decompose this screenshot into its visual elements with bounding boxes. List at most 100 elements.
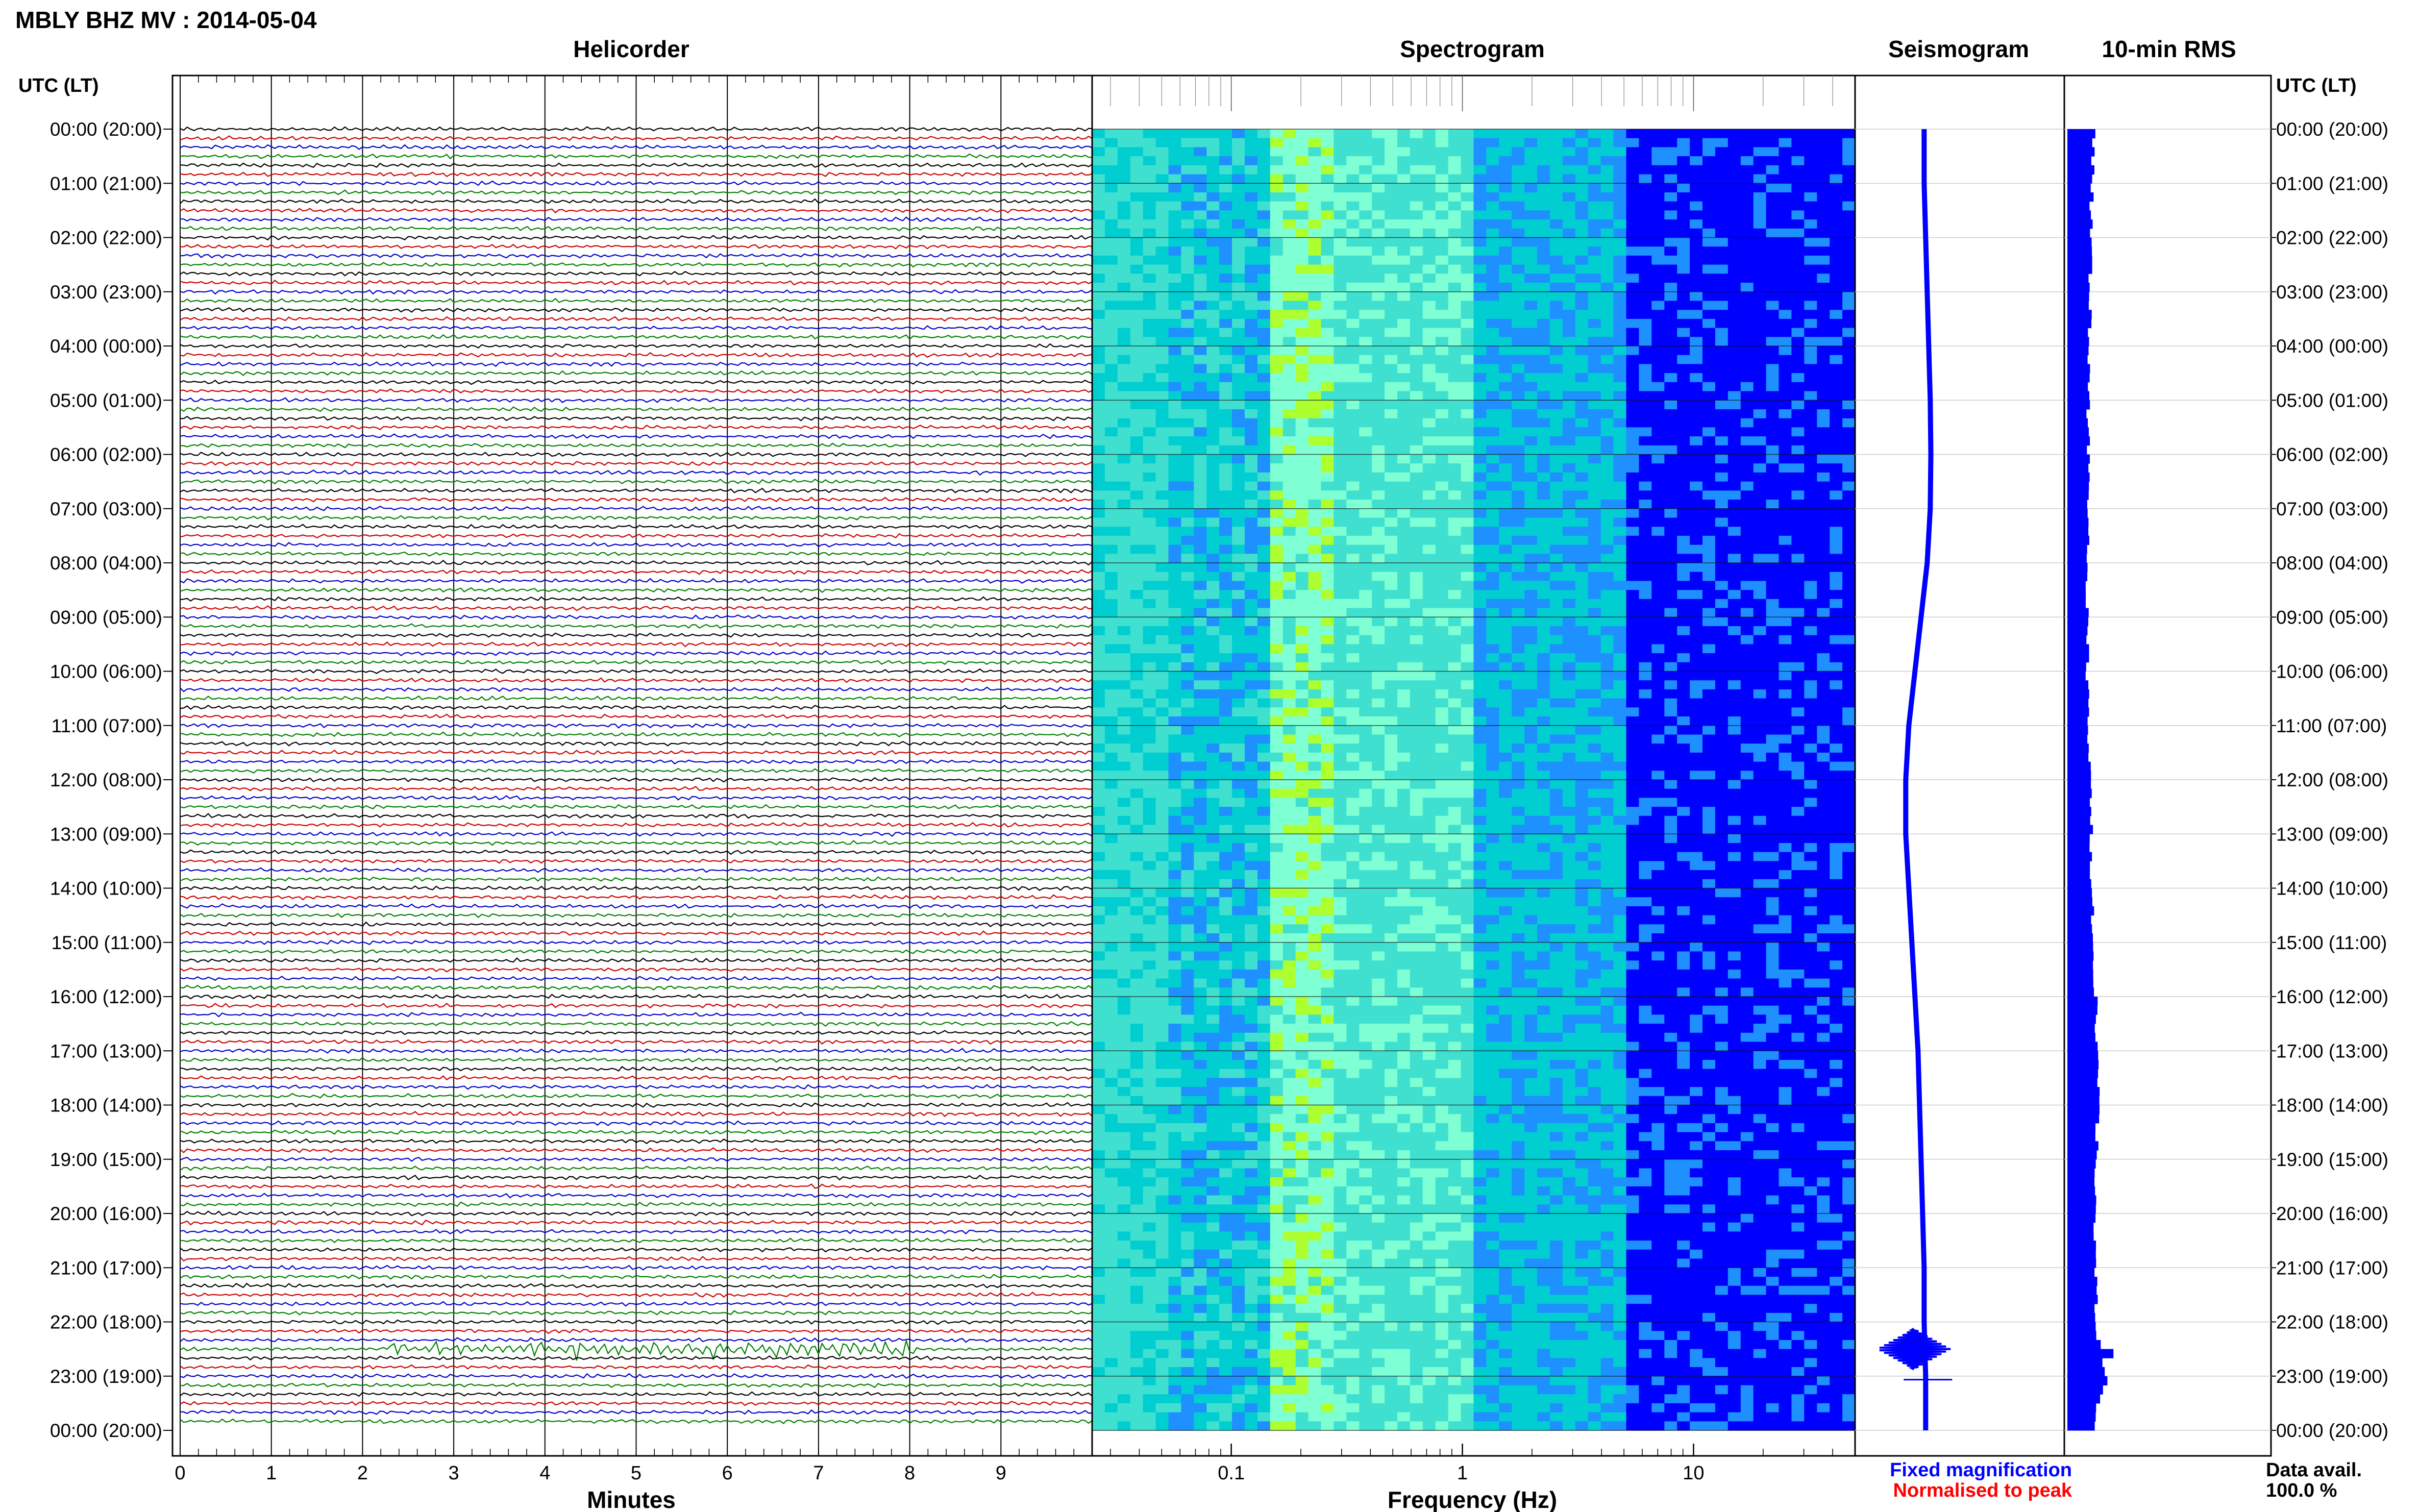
spectrogram-cell [1779, 346, 1792, 356]
spectrogram-cell [1410, 590, 1423, 600]
spectrogram-cell [1562, 400, 1576, 410]
spectrogram-cell [1740, 707, 1754, 717]
spectrogram-cell [1715, 689, 1729, 699]
spectrogram-cell [1779, 815, 1792, 826]
spectrogram-cell [1651, 544, 1665, 554]
spectrogram-cell [1575, 418, 1589, 428]
spectrogram-cell [1232, 246, 1245, 256]
spectrogram-cell [1473, 147, 1487, 157]
spectrogram-cell [1562, 527, 1576, 536]
spectrogram-cell [1664, 409, 1677, 419]
spectrogram-cell [1740, 752, 1754, 762]
spectrogram-cell [1321, 680, 1334, 690]
spectrogram-cell [1372, 807, 1385, 816]
spectrogram-cell [1346, 183, 1360, 193]
spectrogram-cell [1346, 129, 1360, 139]
spectrogram-cell [1181, 463, 1194, 473]
spectrogram-cell [1473, 355, 1487, 364]
spectrogram-cell [1410, 563, 1423, 573]
spectrogram-cell [1664, 264, 1677, 274]
spectrogram-cell [1664, 355, 1677, 364]
spectrogram-cell [1473, 165, 1487, 175]
spectrogram-cell [1245, 219, 1258, 229]
spectrogram-cell [1600, 563, 1614, 573]
spectrogram-cell [1410, 373, 1423, 383]
spectrogram-cell [1537, 798, 1550, 807]
spectrogram-cell [1702, 635, 1716, 645]
spectrogram-cell [1194, 454, 1207, 464]
spectrogram-cell [1295, 472, 1309, 482]
spectrogram-cell [1155, 346, 1169, 356]
spectrogram-cell [1486, 138, 1499, 147]
spectrogram-cell [1206, 581, 1220, 590]
spectrogram-cell [1791, 481, 1805, 491]
spectrogram-cell [1473, 274, 1487, 283]
spectrogram-cell [1779, 771, 1792, 780]
spectrogram-cell [1499, 644, 1512, 654]
spectrogram-cell [1461, 608, 1474, 617]
helicorder-trace [180, 767, 1093, 774]
spectrogram-cell [1168, 382, 1181, 392]
spectrogram-cell [1245, 689, 1258, 699]
spectrogram-cell [1206, 599, 1220, 609]
spectrogram-cell [1206, 771, 1220, 780]
spectrogram-cell [1727, 481, 1741, 491]
spectrogram-cell [1334, 807, 1347, 816]
spectrogram-cell [1168, 337, 1181, 346]
spectrogram-cell [1168, 427, 1181, 437]
spectrogram-cell [1486, 183, 1499, 193]
spectrogram-cell [1727, 807, 1741, 816]
spectrogram-cell [1550, 409, 1563, 419]
spectrogram-cell [1727, 192, 1741, 202]
spectrogram-cell [1206, 653, 1220, 663]
spectrogram-cell [1346, 192, 1360, 202]
spectrogram-cell [1245, 301, 1258, 310]
spectrogram-cell [1626, 219, 1639, 229]
spectrogram-cell [1270, 318, 1283, 329]
spectrogram-cell [1155, 310, 1169, 319]
spectrogram-cell [1270, 192, 1283, 202]
spectrogram-cell [1282, 500, 1296, 509]
spectrogram-cell [1181, 834, 1194, 844]
spectrogram-cell [1359, 409, 1372, 419]
helicorder-trace [180, 903, 1093, 909]
spectrogram-cell [1282, 264, 1296, 274]
spectrogram-cell [1715, 807, 1729, 816]
spectrogram-cell [1740, 183, 1754, 193]
spectrogram-cell [1817, 264, 1830, 274]
spectrogram-cell [1830, 771, 1843, 780]
spectrogram-cell [1613, 500, 1627, 509]
spectrogram-cell [1435, 698, 1449, 708]
spectrogram-cell [1232, 554, 1245, 563]
spectrogram-cell [1219, 436, 1232, 446]
spectrogram-cell [1588, 129, 1601, 139]
spectrogram-cell [1143, 788, 1156, 798]
spectrogram-cell [1766, 129, 1780, 139]
spectrogram-cell [1791, 761, 1805, 771]
spectrogram-cell [1639, 517, 1652, 527]
spectrogram-cell [1117, 463, 1131, 473]
spectrogram-cell [1282, 761, 1296, 771]
spectrogram-cell [1334, 255, 1347, 265]
spectrogram-cell [1575, 788, 1589, 798]
helicorder-trace [180, 126, 1093, 132]
spectrogram-cell [1117, 608, 1131, 617]
spectrogram-cell [1461, 472, 1474, 482]
spectrogram-cell [1537, 156, 1550, 166]
spectrogram-cell [1766, 210, 1780, 220]
spectrogram-cell [1677, 490, 1690, 500]
spectrogram-cell [1422, 156, 1436, 166]
spectrogram-cell [1117, 337, 1131, 346]
spectrogram-cell [1766, 318, 1780, 329]
helicorder-trace [180, 921, 1093, 927]
spectrogram-cell [1740, 815, 1754, 826]
spectrogram-cell [1219, 707, 1232, 717]
spectrogram-cell [1372, 599, 1385, 609]
spectrogram-cell [1282, 129, 1296, 139]
spectrogram-cell [1702, 680, 1716, 690]
spectrogram-cell [1613, 780, 1627, 789]
spectrogram-cell [1143, 192, 1156, 202]
spectrogram-cell [1194, 608, 1207, 617]
spectrogram-cell [1334, 617, 1347, 627]
helicorder-trace [180, 180, 1093, 186]
